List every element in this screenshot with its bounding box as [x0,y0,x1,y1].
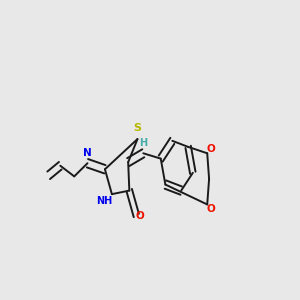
Text: N: N [83,148,92,158]
Text: O: O [136,211,144,221]
Text: H: H [139,138,147,148]
Text: S: S [134,123,142,134]
Text: O: O [207,204,215,214]
Text: O: O [207,144,215,154]
Text: NH: NH [96,196,112,206]
